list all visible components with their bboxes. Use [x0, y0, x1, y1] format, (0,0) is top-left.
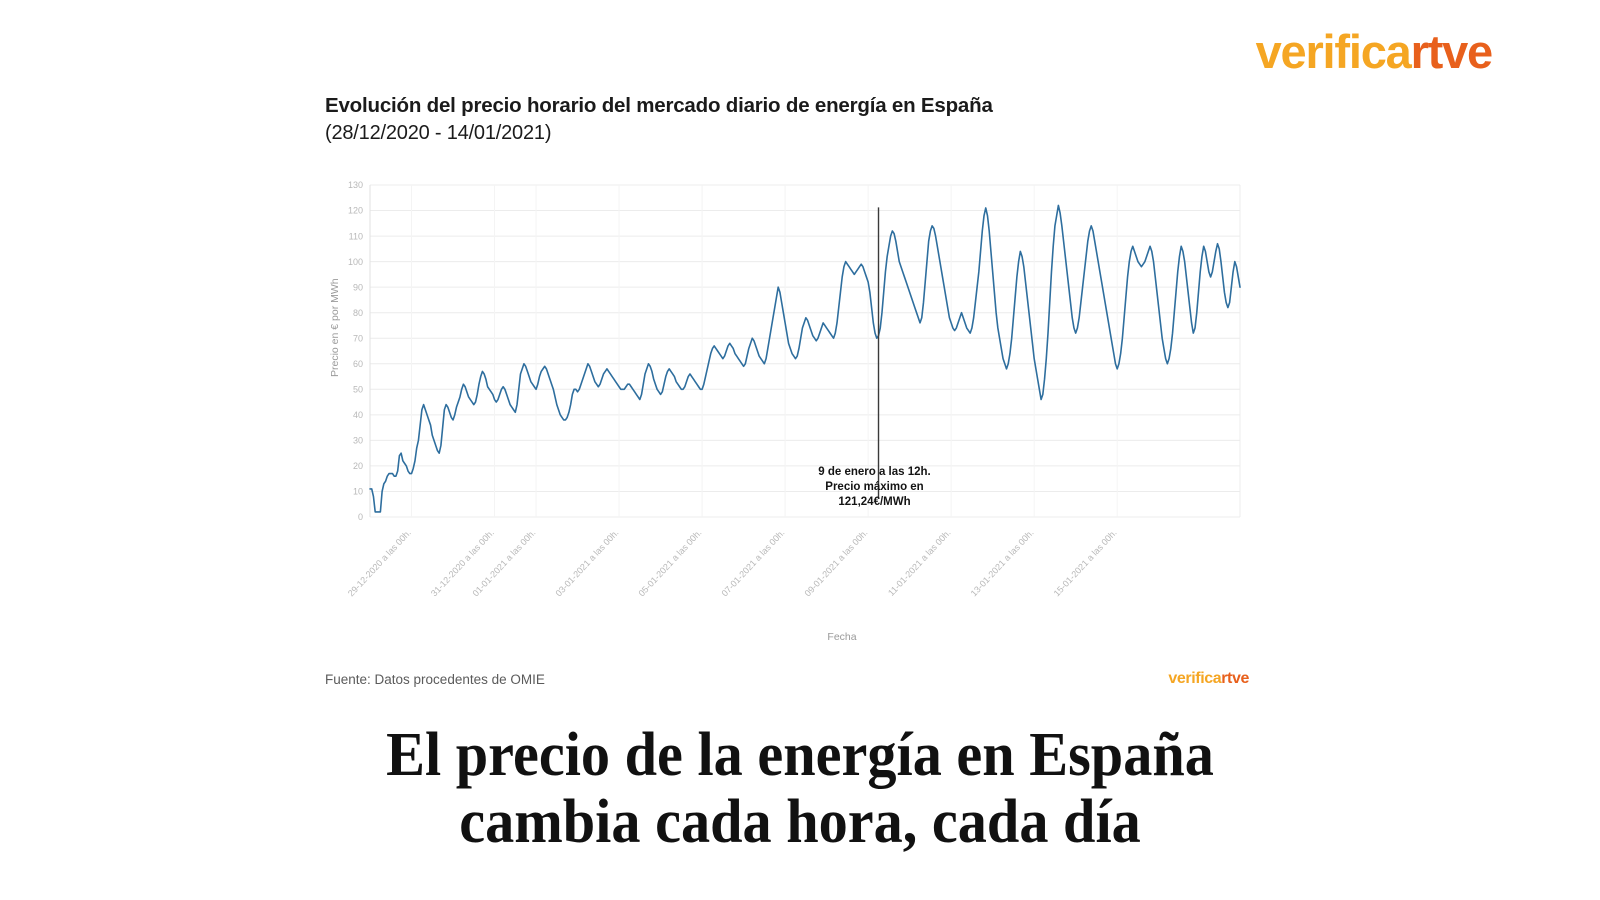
y-tick-label: 0: [358, 512, 363, 522]
y-tick-label: 110: [349, 231, 363, 241]
y-tick-label: 40: [353, 410, 363, 420]
y-tick-label: 130: [348, 180, 363, 190]
headline-line-1: El precio de la energía en España: [386, 721, 1214, 789]
brand-logo: verificartve: [1255, 25, 1494, 78]
y-tick-label: 30: [353, 436, 363, 446]
annotation-line-2: Precio máximo en: [825, 481, 923, 493]
y-axis-title: Precio en € por MWh: [329, 278, 341, 377]
chart-subtitle: (28/12/2020 - 14/01/2021): [325, 122, 552, 145]
y-tick-label: 60: [353, 359, 363, 369]
chart-title: Evolución del precio horario del mercado…: [325, 94, 993, 117]
y-tick-label: 100: [348, 257, 363, 267]
y-tick-label: 90: [353, 282, 363, 292]
x-tick-label: 07-01-2021 a las 00h.: [720, 528, 787, 599]
y-tick-label: 120: [348, 206, 363, 216]
y-tick-label: 10: [353, 487, 363, 497]
annotation-line-3: 121,24€/MWh: [838, 496, 910, 508]
x-tick-label: 11-01-2021 a las 00h.: [886, 528, 953, 598]
footer-logo-rtve: rtve: [1221, 670, 1249, 687]
y-tick-label: 20: [353, 461, 363, 471]
x-tick-label: 05-01-2021 a las 00h.: [637, 528, 704, 599]
grid-lines: [369, 184, 1241, 518]
y-axis-ticks: 0 10 20 30 40 50 60 70 80 90 100 110 120 130: [348, 180, 363, 522]
x-tick-label: 09-01-2021 a las 00h.: [803, 528, 870, 599]
footer-brand-logo: verificartve: [1168, 670, 1249, 688]
y-tick-label: 70: [353, 333, 363, 343]
y-tick-label: 50: [353, 385, 363, 395]
annotation-line-1: 9 de enero a las 12h.: [818, 466, 931, 478]
headline: El precio de la energía en España cambia…: [48, 722, 1552, 856]
price-line: [369, 204, 1241, 513]
headline-line-2: cambia cada hora, cada día: [459, 787, 1141, 856]
x-tick-label: 03-01-2021 a las 00h.: [553, 528, 620, 599]
chart-footer: Fuente: Datos procedentes de OMIE verifi…: [325, 670, 1257, 696]
x-axis-ticks: 29-12-2020 a las 00h. 31-12-2020 a las 00…: [346, 528, 1119, 599]
price-series: [369, 204, 1241, 513]
y-tick-label: 80: [353, 308, 363, 318]
brand-logo-verifica: verifica: [1255, 25, 1412, 78]
footer-logo-verifica: verifica: [1168, 670, 1222, 687]
source-note: Fuente: Datos procedentes de OMIE: [325, 672, 545, 687]
price-line-chart: 0 10 20 30 40 50 60 70 80 90 100 110 120 130 29-12-20…: [329, 180, 1241, 643]
x-tick-label: 15-01-2021 a las 00h.: [1052, 528, 1119, 599]
x-tick-label: 29-12-2020 a las 00h.: [346, 528, 413, 599]
x-tick-label: 13-01-2021 a las 00h.: [969, 528, 1036, 599]
peak-annotation: 9 de enero a las 12h. Precio máximo en 121…: [818, 207, 931, 508]
chart-plot-area: 0 10 20 30 40 50 60 70 80 90 100 110 120 130 29-12-20…: [322, 177, 1257, 657]
chart-card: Evolución del precio horario del mercado…: [322, 92, 1257, 704]
brand-logo-rtve: rtve: [1410, 25, 1494, 78]
x-axis-title: Fecha: [827, 631, 856, 643]
